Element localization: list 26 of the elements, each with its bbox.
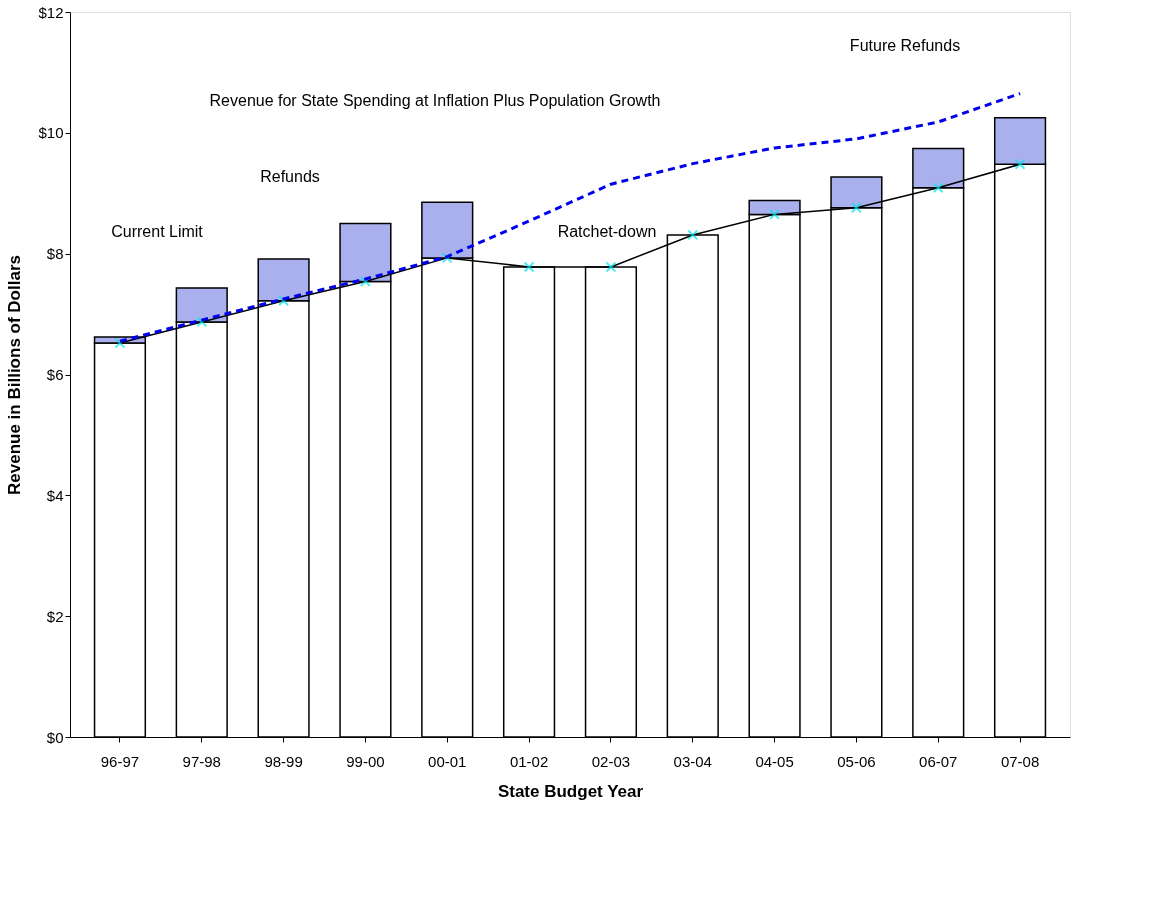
x-tick-label: 02-03 [591, 752, 631, 770]
x-tick-label: 03-04 [673, 752, 712, 770]
x-tick-label: 01-02 [509, 752, 549, 770]
x-tick-label: 07-08 [1000, 752, 1040, 770]
x-tick-label: 99-00 [346, 752, 385, 770]
x-axis-title: State Budget Year [497, 781, 644, 801]
annotation: Ratchet-down [557, 223, 657, 240]
x-tick-label: 00-01 [428, 752, 467, 770]
annotation: Revenue for State Spending at Inflation Plus Population Growth [209, 92, 661, 109]
annotation: Future Refunds [849, 37, 961, 54]
x-tick-label: 06-07 [919, 752, 958, 770]
y-tick-label: $0 [46, 728, 64, 746]
y-tick-label: $4 [46, 486, 64, 504]
x-tick-label: 96-97 [100, 752, 140, 770]
y-tick-label: $12 [38, 3, 64, 21]
y-tick-label: $10 [38, 124, 64, 142]
y-axis-title: Revenue in Billions of Dollars [5, 255, 25, 495]
y-tick-label: $6 [46, 366, 64, 383]
x-tick-label: 98-99 [264, 752, 303, 770]
y-tick-label: $2 [46, 607, 64, 625]
annotation: Current Limit [111, 223, 204, 240]
annotation: Refunds [260, 168, 320, 185]
x-tick-label: 97-98 [182, 752, 221, 770]
x-tick-label: 05-06 [837, 752, 876, 770]
y-tick-label: $8 [46, 245, 64, 263]
x-tick-label: 04-05 [755, 752, 794, 770]
